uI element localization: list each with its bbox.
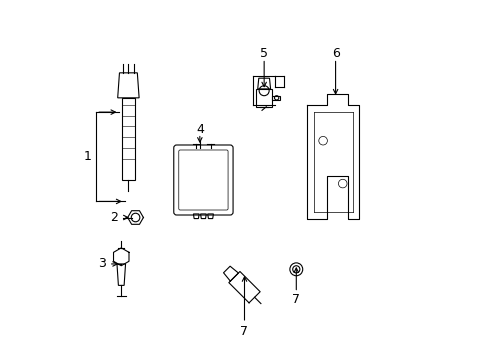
Text: 1: 1 xyxy=(83,150,91,163)
Text: 7: 7 xyxy=(292,293,300,306)
Text: 4: 4 xyxy=(196,123,203,136)
Text: 7: 7 xyxy=(240,325,248,338)
Text: 5: 5 xyxy=(260,47,267,60)
Text: 2: 2 xyxy=(110,211,118,224)
Text: 3: 3 xyxy=(98,257,105,270)
Text: 6: 6 xyxy=(331,47,339,60)
